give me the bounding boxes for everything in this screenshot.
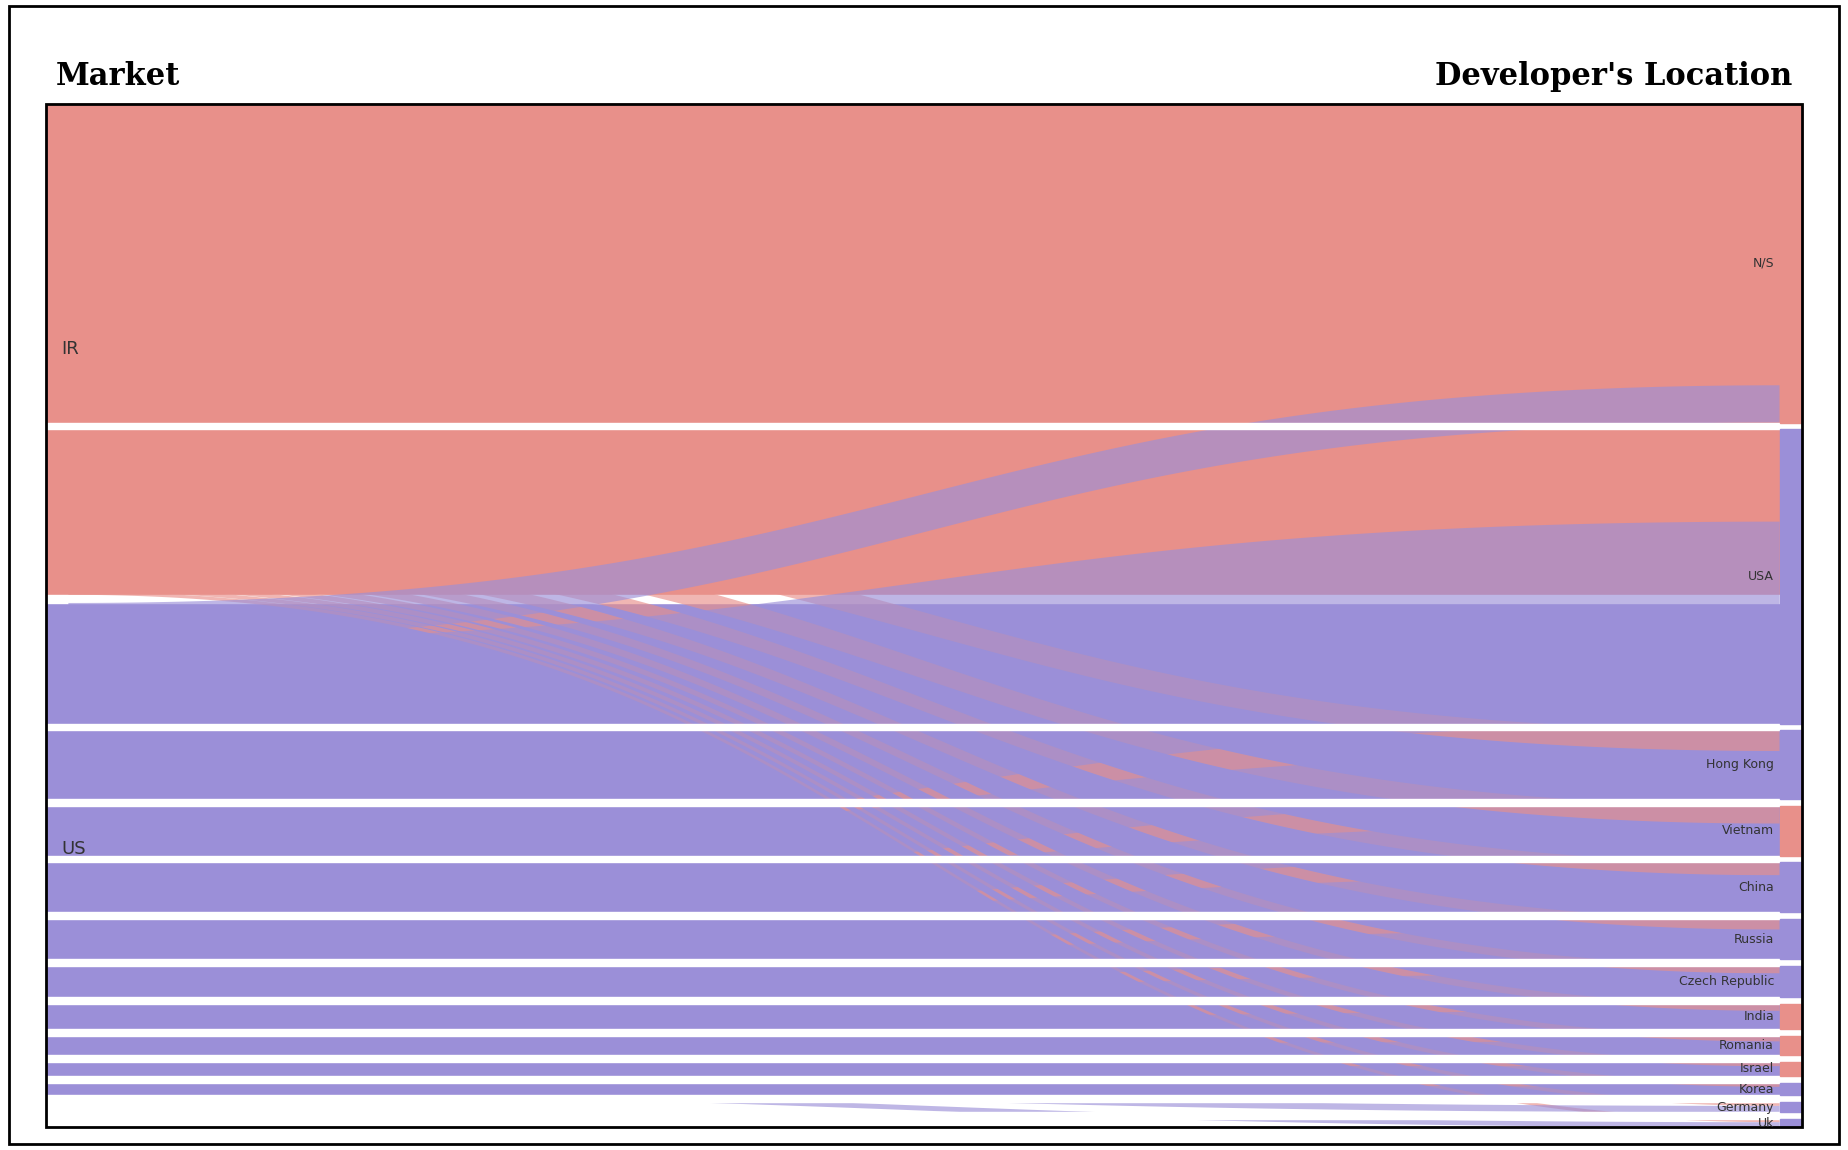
Polygon shape [68,1089,1780,1127]
Bar [46,1096,1802,1103]
Text: Israel: Israel [1739,1063,1774,1075]
Bar [1780,1061,1802,1076]
Polygon shape [68,547,1780,929]
Bar [46,856,1802,862]
Bar [1780,1119,1802,1127]
Polygon shape [68,1011,1780,1050]
Text: Hong Kong: Hong Kong [1706,758,1774,772]
Bar [46,1055,1802,1061]
Bar [46,1029,1802,1036]
Polygon shape [68,567,1780,1011]
Text: Vietnam: Vietnam [1722,825,1774,837]
Bar [46,723,1802,730]
Polygon shape [68,591,1780,1122]
Polygon shape [68,494,1780,751]
Bar [46,104,1802,1127]
Polygon shape [68,875,1780,975]
Text: USA: USA [1748,570,1774,583]
Bar [1780,104,1802,422]
Polygon shape [68,535,1780,875]
Bar [46,603,1802,1095]
Bar [46,799,1802,806]
Text: Uk: Uk [1757,1117,1774,1129]
Polygon shape [68,515,1780,823]
Bar [1780,862,1802,912]
Bar [1780,1004,1802,1029]
Polygon shape [68,522,1780,853]
Bar [46,104,1802,595]
Polygon shape [68,1042,1780,1064]
Polygon shape [68,583,1780,1087]
Bar [1780,730,1802,799]
Bar [1780,1083,1802,1096]
Text: Korea: Korea [1739,1082,1774,1096]
Polygon shape [68,398,1780,522]
Bar [46,1076,1802,1083]
Text: Market: Market [55,61,179,92]
Polygon shape [68,1082,1780,1112]
Bar [46,595,1802,603]
Polygon shape [68,104,1780,398]
Bar [46,422,1802,429]
Text: Romania: Romania [1719,1040,1774,1052]
Polygon shape [68,751,1780,903]
Polygon shape [68,559,1780,973]
Bar [46,997,1802,1004]
Polygon shape [68,823,1780,936]
Text: N/S: N/S [1752,256,1774,269]
Text: Russia: Russia [1733,933,1774,945]
Polygon shape [68,385,1780,642]
Polygon shape [68,1074,1780,1096]
Bar [46,959,1802,966]
Text: Developer's Location: Developer's Location [1436,61,1793,92]
Text: Czech Republic: Czech Republic [1678,975,1774,988]
Text: China: China [1739,881,1774,894]
Bar [46,912,1802,919]
Bar [1780,966,1802,997]
Polygon shape [68,1064,1780,1076]
Bar [1780,1103,1802,1112]
Bar [1780,919,1802,959]
Polygon shape [68,973,1780,1030]
Polygon shape [68,578,1780,1066]
Polygon shape [68,574,1780,1042]
Text: IR: IR [61,340,79,358]
Polygon shape [68,929,1780,1005]
Polygon shape [68,588,1780,1106]
Bar [1780,1036,1802,1055]
Text: US: US [61,840,85,858]
Text: India: India [1743,1011,1774,1024]
Bar [46,1112,1802,1119]
Bar [1780,806,1802,856]
Bar [1780,429,1802,723]
Text: Germany: Germany [1717,1101,1774,1113]
